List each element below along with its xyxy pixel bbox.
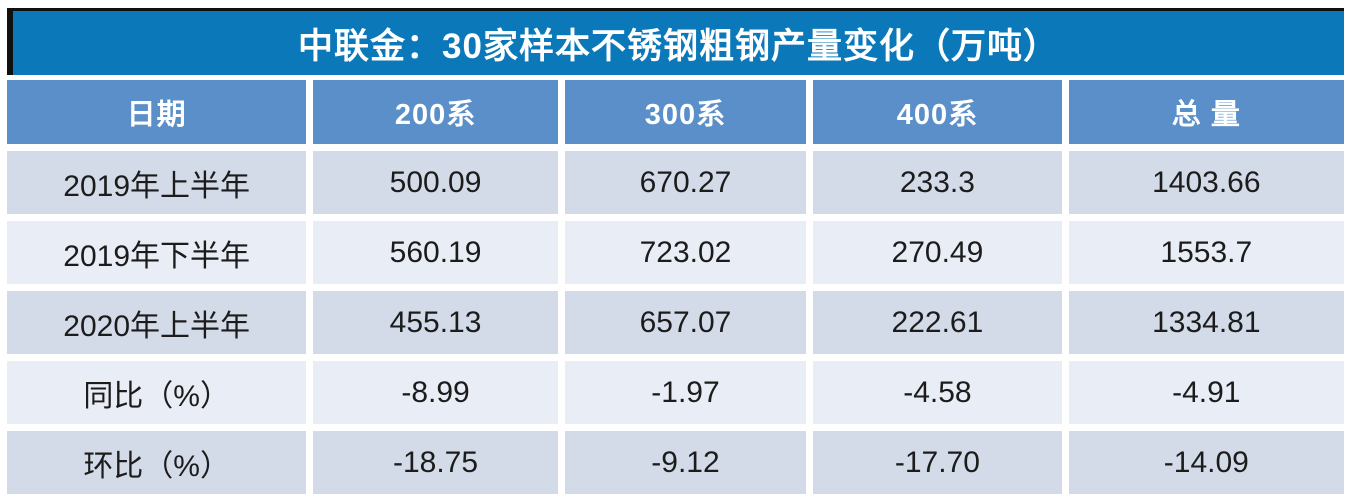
- cell-value: -1.97: [564, 361, 807, 424]
- cell-value: 1553.7: [1068, 221, 1344, 284]
- row-label: 2020年上半年: [7, 291, 307, 354]
- cell-value: -9.12: [564, 431, 807, 494]
- cell-value: 222.61: [813, 291, 1062, 354]
- production-table: 日期 200系 300系 400系 总 量 2019年上半年 500.09 67…: [7, 80, 1344, 494]
- cell-value: 500.09: [313, 151, 558, 214]
- cell-value: 723.02: [564, 221, 807, 284]
- row-label: 同比（%）: [7, 361, 307, 424]
- row-label: 2019年上半年: [7, 151, 307, 214]
- cell-value: -4.91: [1068, 361, 1344, 424]
- cell-value: 657.07: [564, 291, 807, 354]
- column-header-date: 日期: [7, 80, 307, 144]
- row-label: 2019年下半年: [7, 221, 307, 284]
- cell-value: -4.58: [813, 361, 1062, 424]
- cell-value: -8.99: [313, 361, 558, 424]
- column-header-300: 300系: [564, 80, 807, 144]
- cell-value: -14.09: [1068, 431, 1344, 494]
- cell-value: 270.49: [813, 221, 1062, 284]
- column-header-400: 400系: [813, 80, 1062, 144]
- table-title: 中联金：30家样本不锈钢粗钢产量变化（万吨）: [298, 26, 1059, 66]
- column-header-total: 总 量: [1068, 80, 1344, 144]
- cell-value: 233.3: [813, 151, 1062, 214]
- cell-value: -18.75: [313, 431, 558, 494]
- cell-value: -17.70: [813, 431, 1062, 494]
- cell-value: 1403.66: [1068, 151, 1344, 214]
- cell-value: 670.27: [564, 151, 807, 214]
- row-label: 环比（%）: [7, 431, 307, 494]
- cell-value: 455.13: [313, 291, 558, 354]
- cell-value: 560.19: [313, 221, 558, 284]
- table-title-bar: 中联金：30家样本不锈钢粗钢产量变化（万吨）: [7, 8, 1344, 75]
- column-header-200: 200系: [313, 80, 558, 144]
- cell-value: 1334.81: [1068, 291, 1344, 354]
